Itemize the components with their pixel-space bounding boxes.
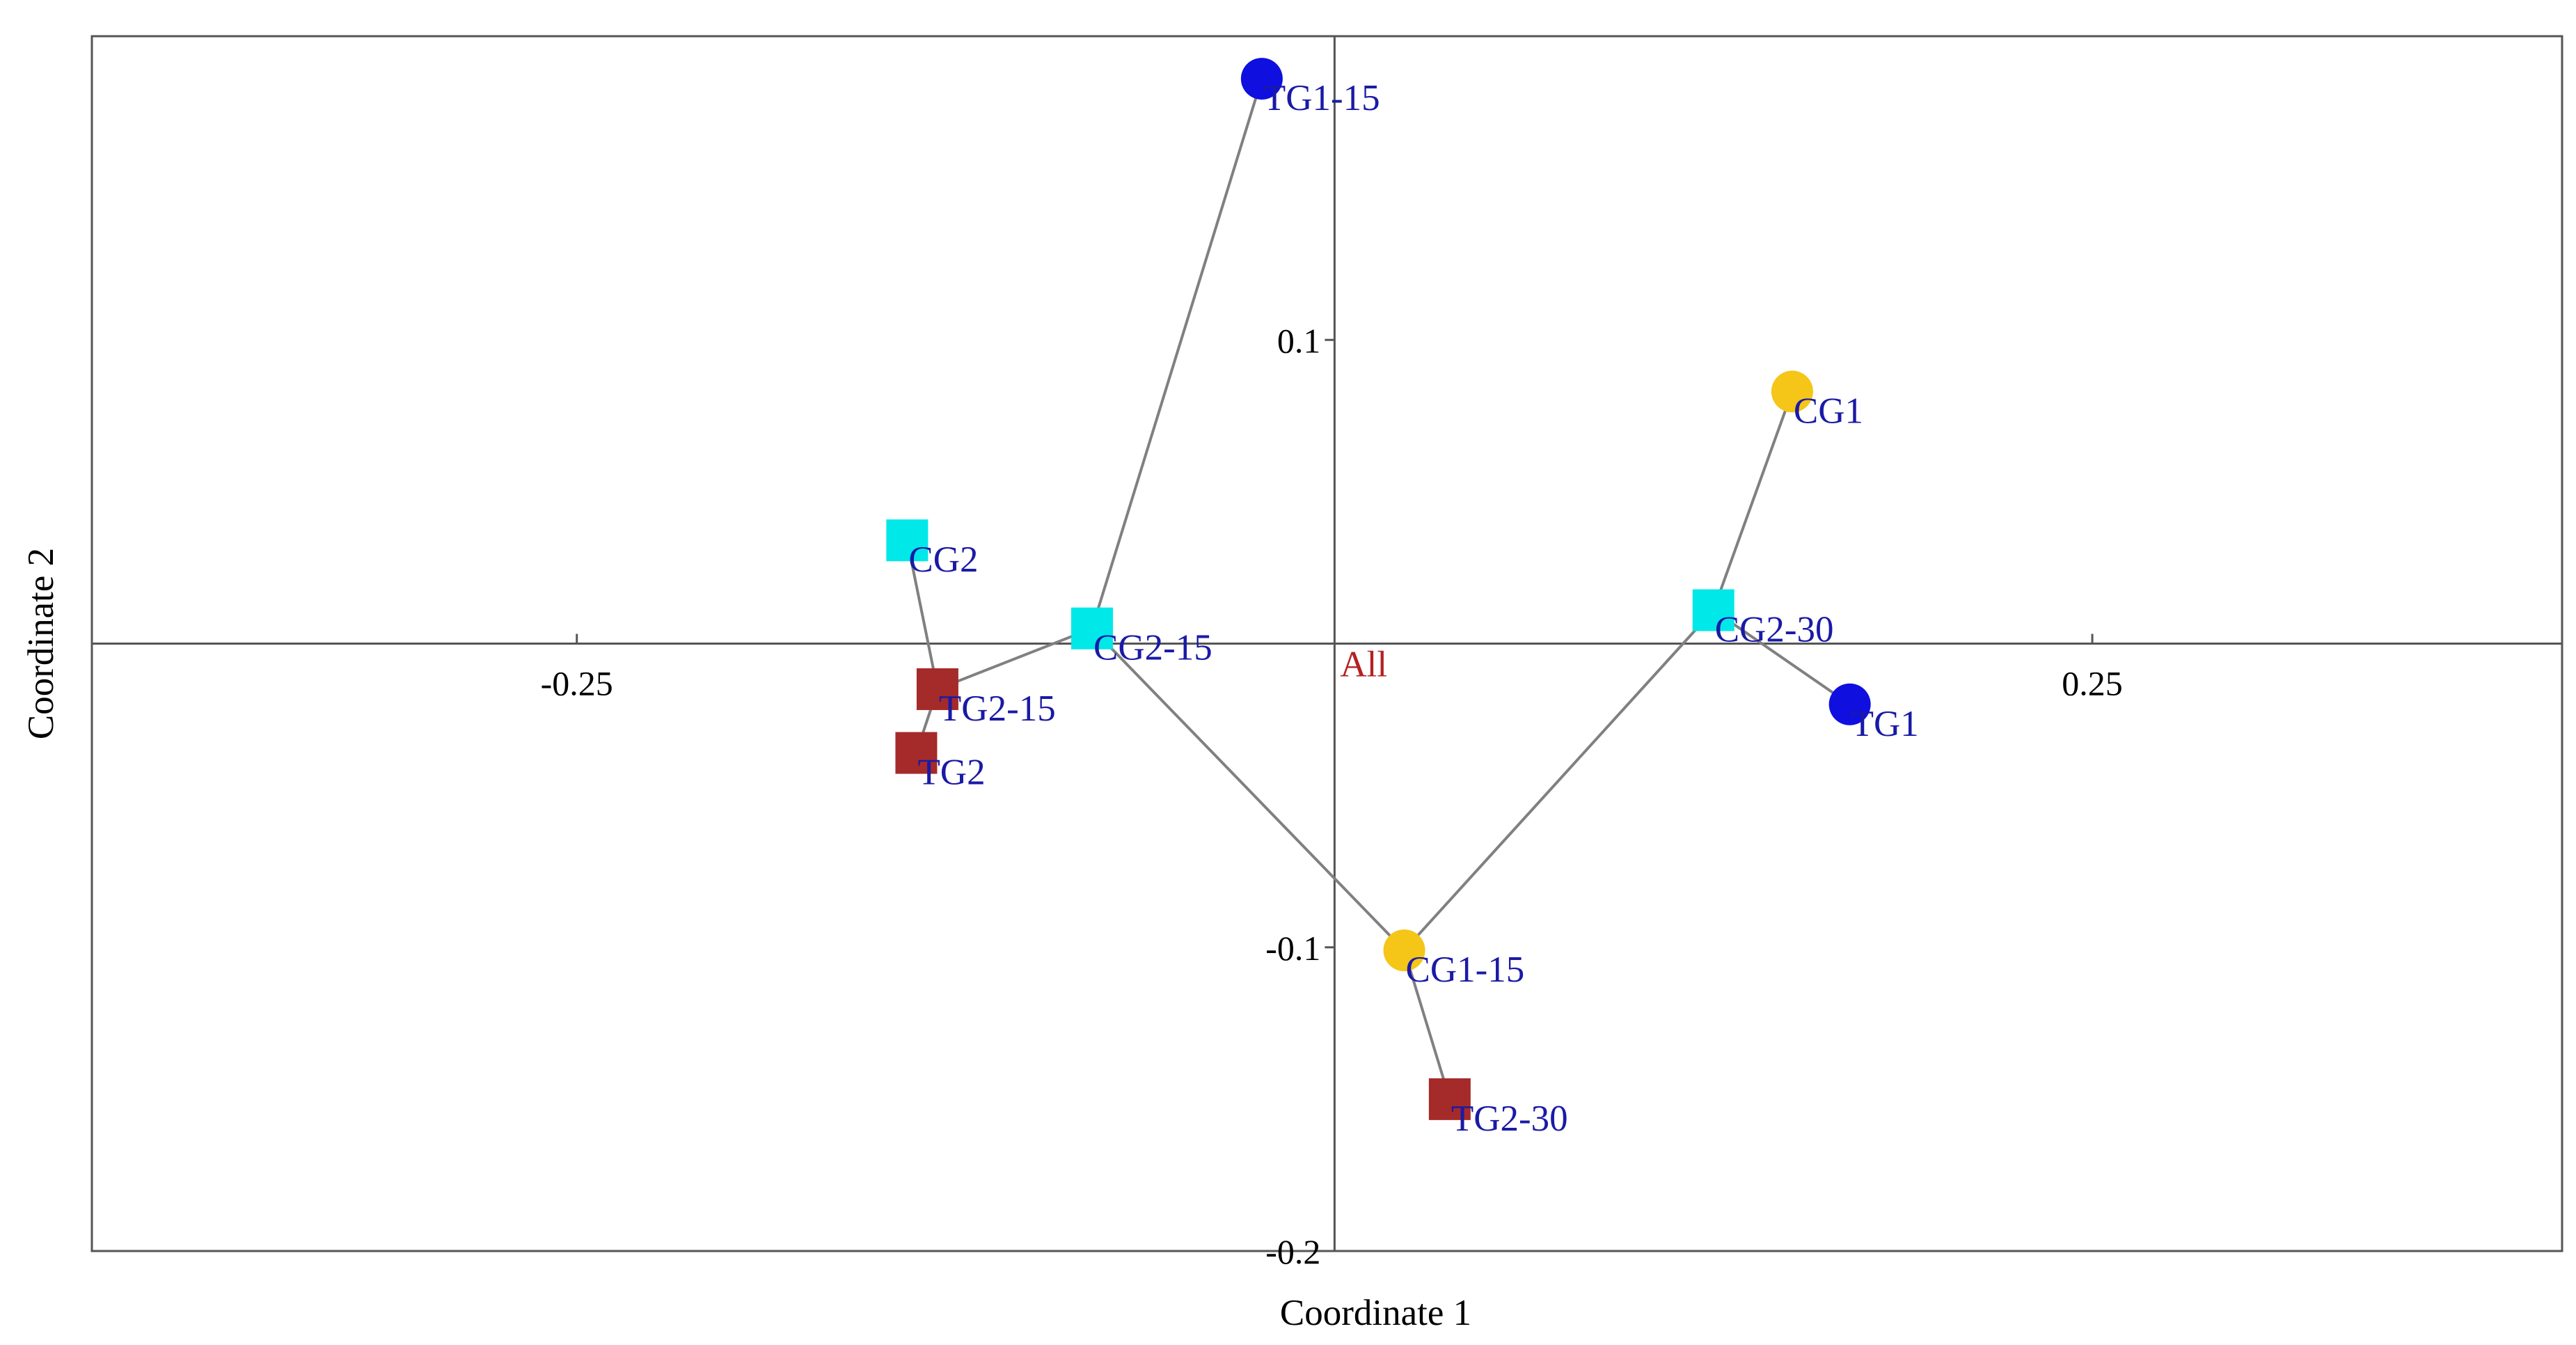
label-tg1-15: TG1-15	[1263, 78, 1380, 118]
marker-tg2	[895, 732, 938, 774]
marker-tg2-30	[1428, 1078, 1471, 1120]
edge-line	[1403, 609, 1715, 952]
y-axis-title: Coordinate 2	[21, 548, 61, 739]
marker-cg2-15	[1071, 607, 1114, 650]
marker-tg1-15	[1240, 58, 1283, 100]
label-cg2-15: CG2-15	[1093, 628, 1212, 668]
y-tick-label: -0.2	[1265, 1232, 1320, 1271]
marker-cg1	[1771, 370, 1813, 413]
marker-cg1-15	[1383, 929, 1425, 972]
edge-line	[1091, 78, 1263, 629]
label-cg1: CG1	[1794, 391, 1863, 431]
label-tg2: TG2	[917, 753, 985, 793]
edge-line	[1712, 391, 1794, 611]
axis-ticks: -0.25 0.25 0.1 -0.1 -0.2	[541, 321, 2123, 1271]
label-cg1-15: CG1-15	[1406, 950, 1525, 990]
label-cg2: CG2	[908, 540, 978, 580]
label-tg2-15: TG2-15	[939, 689, 1056, 729]
point-labels: TG1-15 CG1 CG2 CG2-15 CG2-30 TG1 TG2-15 TG2 CG1-…	[908, 78, 1918, 1139]
label-cg2-30: CG2-30	[1715, 610, 1834, 650]
point-markers	[886, 58, 1871, 1120]
y-tick-label: -0.1	[1265, 929, 1320, 968]
x-axis-title: Coordinate 1	[1280, 1293, 1471, 1333]
x-tick-label: -0.25	[541, 664, 613, 703]
x-tick-label: 0.25	[2062, 664, 2123, 703]
label-tg1: TG1	[1851, 704, 1919, 744]
edge-line	[1402, 950, 1451, 1100]
label-tg2-30: TG2-30	[1451, 1099, 1568, 1139]
marker-cg2	[886, 519, 929, 562]
connection-lines	[906, 78, 1851, 1100]
edge-line	[1712, 608, 1851, 706]
edge-line	[937, 627, 1093, 691]
center-label: All	[1340, 645, 1387, 685]
marker-cg2-30	[1692, 589, 1735, 631]
edge-line	[906, 540, 939, 690]
marker-tg2-15	[916, 668, 958, 710]
edge-line	[1091, 627, 1405, 952]
marker-tg1	[1828, 683, 1871, 725]
plot-frame-group	[90, 35, 2563, 1252]
y-tick-label: 0.1	[1277, 321, 1321, 360]
